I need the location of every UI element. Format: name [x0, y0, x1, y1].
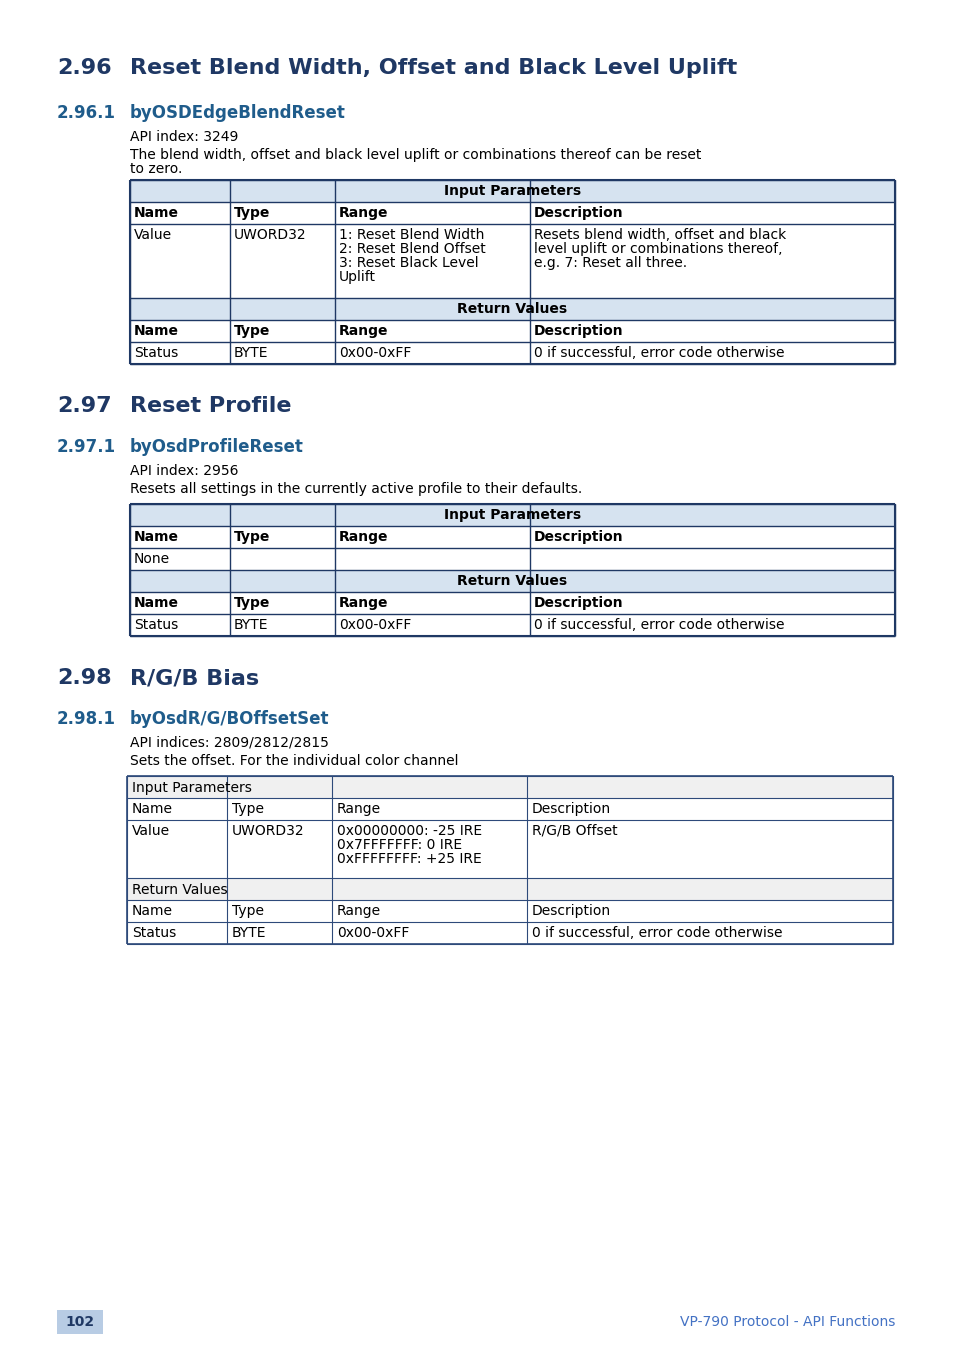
- Text: byOsdR/G/BOffsetSet: byOsdR/G/BOffsetSet: [130, 709, 329, 728]
- Text: 102: 102: [66, 1315, 94, 1330]
- Text: Return Values: Return Values: [456, 574, 567, 588]
- Text: 0x00-0xFF: 0x00-0xFF: [336, 926, 409, 940]
- Text: Input Parameters: Input Parameters: [443, 508, 580, 523]
- Text: BYTE: BYTE: [233, 617, 268, 632]
- Text: Range: Range: [338, 529, 388, 544]
- Text: Sets the offset. For the individual color channel: Sets the offset. For the individual colo…: [130, 754, 458, 768]
- Text: Range: Range: [336, 904, 381, 918]
- Text: Range: Range: [338, 324, 388, 338]
- Text: API indices: 2809/2812/2815: API indices: 2809/2812/2815: [130, 737, 329, 750]
- Text: Type: Type: [232, 802, 264, 816]
- Text: BYTE: BYTE: [232, 926, 266, 940]
- Text: 2.97: 2.97: [57, 395, 112, 416]
- Text: Name: Name: [132, 802, 172, 816]
- Text: Reset Blend Width, Offset and Black Level Uplift: Reset Blend Width, Offset and Black Leve…: [130, 58, 737, 79]
- Text: UWORD32: UWORD32: [233, 227, 306, 242]
- Text: 0 if successful, error code otherwise: 0 if successful, error code otherwise: [532, 926, 781, 940]
- Text: Description: Description: [532, 802, 611, 816]
- Text: 2.98: 2.98: [57, 668, 112, 688]
- Text: Type: Type: [233, 596, 270, 611]
- Text: API index: 3249: API index: 3249: [130, 130, 238, 144]
- Text: 2.96: 2.96: [57, 58, 112, 79]
- Text: Return Values: Return Values: [456, 302, 567, 315]
- Text: Value: Value: [132, 825, 170, 838]
- Text: Name: Name: [133, 596, 179, 611]
- Text: Value: Value: [133, 227, 172, 242]
- Text: 3: Reset Black Level: 3: Reset Black Level: [338, 256, 478, 269]
- Text: Type: Type: [233, 206, 270, 219]
- Bar: [57, 1311, 103, 1334]
- Text: Type: Type: [233, 529, 270, 544]
- Text: 0x00000000: -25 IRE: 0x00000000: -25 IRE: [336, 825, 481, 838]
- Text: UWORD32: UWORD32: [232, 825, 304, 838]
- Text: Status: Status: [132, 926, 176, 940]
- Text: 2.98.1: 2.98.1: [57, 709, 116, 728]
- Text: Description: Description: [534, 596, 623, 611]
- Text: e.g. 7: Reset all three.: e.g. 7: Reset all three.: [534, 256, 686, 269]
- Text: Name: Name: [133, 529, 179, 544]
- Text: 1: Reset Blend Width: 1: Reset Blend Width: [338, 227, 484, 242]
- Text: Return Values: Return Values: [132, 883, 228, 896]
- Text: Range: Range: [338, 206, 388, 219]
- Bar: [130, 504, 894, 525]
- Text: Name: Name: [132, 904, 172, 918]
- Bar: [130, 570, 894, 592]
- Text: Description: Description: [532, 904, 611, 918]
- Text: Reset Profile: Reset Profile: [130, 395, 292, 416]
- Bar: [127, 776, 892, 798]
- Text: Status: Status: [133, 347, 178, 360]
- Text: Resets blend width, offset and black: Resets blend width, offset and black: [534, 227, 785, 242]
- Bar: [130, 180, 894, 202]
- Text: 0x7FFFFFFF: 0 IRE: 0x7FFFFFFF: 0 IRE: [336, 838, 461, 852]
- Text: level uplift or combinations thereof,: level uplift or combinations thereof,: [534, 242, 781, 256]
- Text: Range: Range: [336, 802, 381, 816]
- Text: Type: Type: [233, 324, 270, 338]
- Text: Description: Description: [534, 206, 623, 219]
- Text: Type: Type: [232, 904, 264, 918]
- Text: 2.97.1: 2.97.1: [57, 437, 116, 456]
- Text: The blend width, offset and black level uplift or combinations thereof can be re: The blend width, offset and black level …: [130, 148, 700, 162]
- Text: None: None: [133, 552, 170, 566]
- Text: Resets all settings in the currently active profile to their defaults.: Resets all settings in the currently act…: [130, 482, 581, 496]
- Text: Name: Name: [133, 206, 179, 219]
- Text: Range: Range: [338, 596, 388, 611]
- Text: BYTE: BYTE: [233, 347, 268, 360]
- Text: 0x00-0xFF: 0x00-0xFF: [338, 617, 411, 632]
- Bar: [130, 298, 894, 320]
- Text: Description: Description: [534, 324, 623, 338]
- Text: 0 if successful, error code otherwise: 0 if successful, error code otherwise: [534, 617, 783, 632]
- Text: byOsdProfileReset: byOsdProfileReset: [130, 437, 304, 456]
- Text: Input Parameters: Input Parameters: [132, 781, 252, 795]
- Text: 0xFFFFFFFF: +25 IRE: 0xFFFFFFFF: +25 IRE: [336, 852, 481, 867]
- Text: Uplift: Uplift: [338, 269, 375, 284]
- Text: Status: Status: [133, 617, 178, 632]
- Text: 2.96.1: 2.96.1: [57, 104, 116, 122]
- Text: API index: 2956: API index: 2956: [130, 464, 238, 478]
- Text: 2: Reset Blend Offset: 2: Reset Blend Offset: [338, 242, 485, 256]
- Text: 0 if successful, error code otherwise: 0 if successful, error code otherwise: [534, 347, 783, 360]
- Text: R/G/B Bias: R/G/B Bias: [130, 668, 259, 688]
- Text: 0x00-0xFF: 0x00-0xFF: [338, 347, 411, 360]
- Text: Name: Name: [133, 324, 179, 338]
- Bar: [127, 877, 892, 900]
- Text: Description: Description: [534, 529, 623, 544]
- Text: to zero.: to zero.: [130, 162, 182, 176]
- Text: R/G/B Offset: R/G/B Offset: [532, 825, 617, 838]
- Text: VP-790 Protocol - API Functions: VP-790 Protocol - API Functions: [679, 1315, 894, 1330]
- Text: Input Parameters: Input Parameters: [443, 184, 580, 198]
- Text: byOSDEdgeBlendReset: byOSDEdgeBlendReset: [130, 104, 346, 122]
